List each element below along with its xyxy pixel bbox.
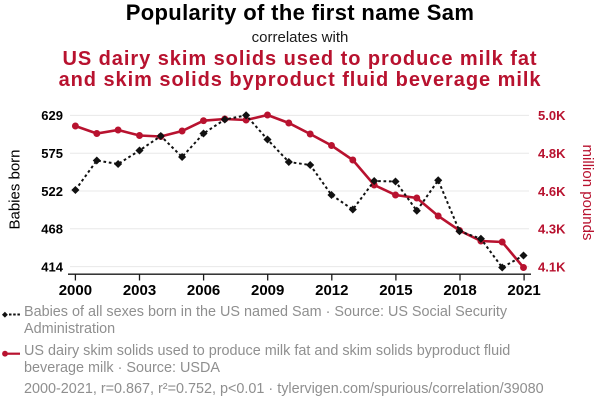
svg-text:575: 575	[41, 146, 63, 161]
svg-text:2018: 2018	[443, 282, 476, 299]
svg-text:4.1K: 4.1K	[538, 259, 566, 274]
svg-text:5.0K: 5.0K	[538, 108, 566, 123]
svg-text:522: 522	[41, 184, 63, 199]
svg-text:Babies born: Babies born	[7, 149, 24, 229]
svg-text:4.6K: 4.6K	[538, 184, 566, 199]
svg-text:2003: 2003	[123, 282, 156, 299]
svg-text:million pounds: million pounds	[579, 145, 596, 241]
svg-text:4.3K: 4.3K	[538, 222, 566, 237]
svg-text:2009: 2009	[251, 282, 284, 299]
svg-text:2012: 2012	[315, 282, 348, 299]
svg-text:2021: 2021	[507, 282, 540, 299]
svg-text:414: 414	[41, 259, 63, 274]
svg-text:2000: 2000	[59, 282, 92, 299]
svg-text:468: 468	[41, 222, 63, 237]
svg-text:629: 629	[41, 108, 63, 123]
svg-text:2006: 2006	[187, 282, 220, 299]
svg-text:4.8K: 4.8K	[538, 146, 566, 161]
svg-text:2015: 2015	[379, 282, 412, 299]
